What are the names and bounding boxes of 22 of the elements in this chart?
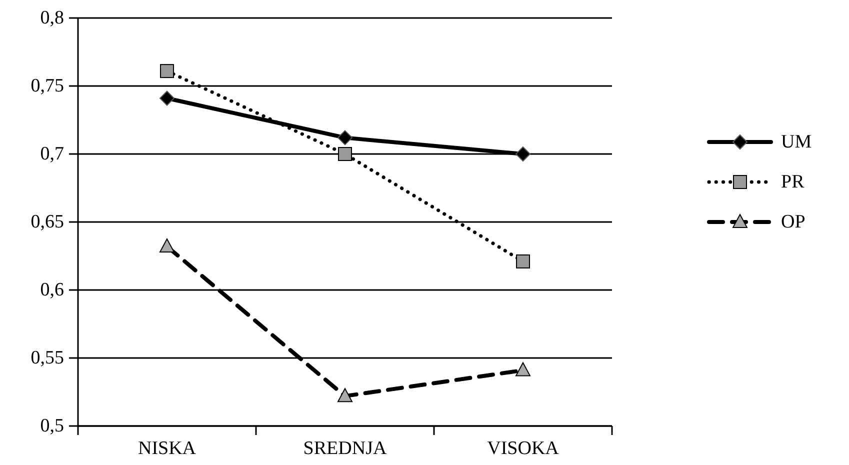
point	[516, 362, 530, 376]
legend-label: OP	[781, 212, 806, 232]
legend-label: UM	[781, 132, 812, 152]
point	[516, 146, 530, 162]
y-tick-label: 0,6	[40, 280, 64, 300]
y-tick-label: 0,65	[30, 212, 64, 232]
x-tick-label: SREDNJA	[303, 438, 387, 459]
point	[160, 90, 174, 106]
point	[160, 238, 174, 252]
x-tick-label: VISOKA	[487, 438, 560, 459]
y-tick-label: 0,5	[40, 416, 64, 436]
point	[160, 64, 174, 78]
x-tick-label: NISKA	[138, 438, 196, 459]
point	[338, 130, 352, 146]
y-tick-label: 0,75	[30, 76, 64, 96]
point	[338, 147, 352, 161]
y-tick-label: 0,55	[30, 348, 64, 368]
y-tick-label: 0,8	[40, 8, 64, 28]
point	[516, 254, 530, 268]
legend-label: PR	[781, 172, 805, 192]
y-tick-label: 0,7	[40, 144, 64, 164]
point	[338, 388, 352, 402]
